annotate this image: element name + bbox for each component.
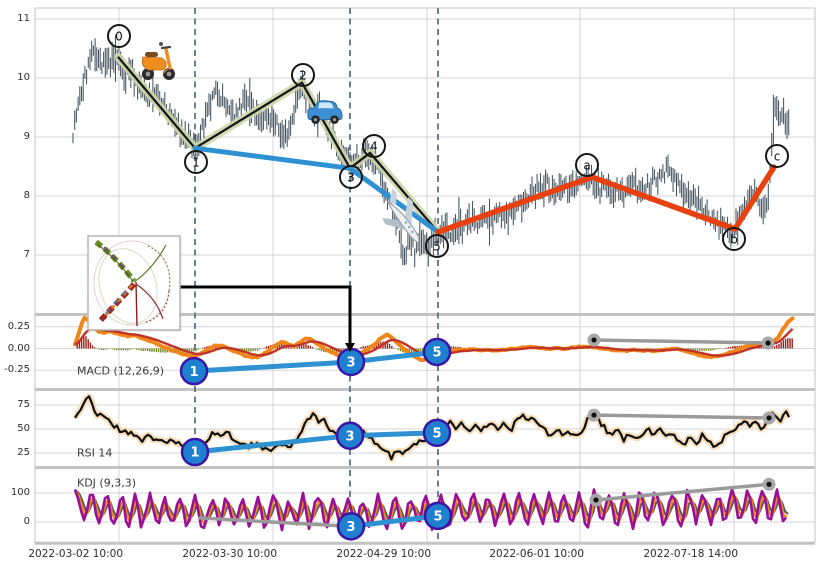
x-tick-label: 2022-06-01 10:00 [489, 548, 584, 560]
svg-text:3: 3 [346, 356, 355, 371]
x-tick-label: 2022-03-30 10:00 [182, 548, 277, 560]
trade-icons [141, 42, 420, 243]
y-tick-label: 8 [23, 190, 30, 201]
svg-text:3: 3 [346, 520, 355, 535]
y-tick-label: 50 [17, 423, 30, 434]
y-tick-label: 25 [17, 447, 30, 458]
airplane-icon [382, 188, 420, 243]
svg-text:2: 2 [299, 68, 307, 82]
x-tick-label: 2022-03-02 10:00 [28, 548, 123, 560]
svg-text:3: 3 [345, 429, 354, 444]
svg-text:c: c [774, 149, 781, 163]
x-tick-label: 2022-04-29 10:00 [336, 548, 431, 560]
svg-text:3: 3 [347, 170, 355, 184]
svg-text:4: 4 [370, 139, 378, 153]
y-tick-label: 9 [23, 131, 30, 142]
y-tick-label: 10 [17, 72, 30, 83]
y-tick-label: 75 [17, 399, 30, 410]
svg-text:a: a [583, 158, 590, 172]
svg-text:5: 5 [432, 346, 441, 361]
rsi-panel-label: RSI 14 [77, 446, 113, 460]
y-tick-label: 100 [10, 487, 30, 498]
y-tick-label: 0.00 [7, 342, 30, 354]
x-tick-label: 2022-07-18 14:00 [643, 548, 738, 560]
y-tick-label: 7 [23, 249, 30, 260]
svg-text:0: 0 [115, 29, 123, 43]
y-tick-label: 0 [23, 516, 30, 527]
svg-text:5: 5 [433, 510, 442, 525]
macd-panel-label: MACD (12,26,9) [77, 364, 165, 378]
svg-text:1: 1 [189, 365, 198, 380]
svg-text:5: 5 [433, 239, 441, 253]
y-tick-label: 11 [17, 13, 30, 24]
scooter-icon [141, 42, 175, 80]
kdj-panel-label: KDJ (9,3,3) [77, 476, 136, 490]
svg-text:5: 5 [432, 427, 441, 442]
svg-text:1: 1 [192, 155, 200, 169]
y-tick-label: 0.25 [7, 320, 30, 332]
pattern-inset-thumbnail [87, 235, 182, 332]
car-icon [307, 100, 343, 124]
svg-text:b: b [730, 232, 738, 246]
svg-text:1: 1 [190, 446, 199, 461]
y-tick-label: -0.25 [4, 364, 30, 376]
